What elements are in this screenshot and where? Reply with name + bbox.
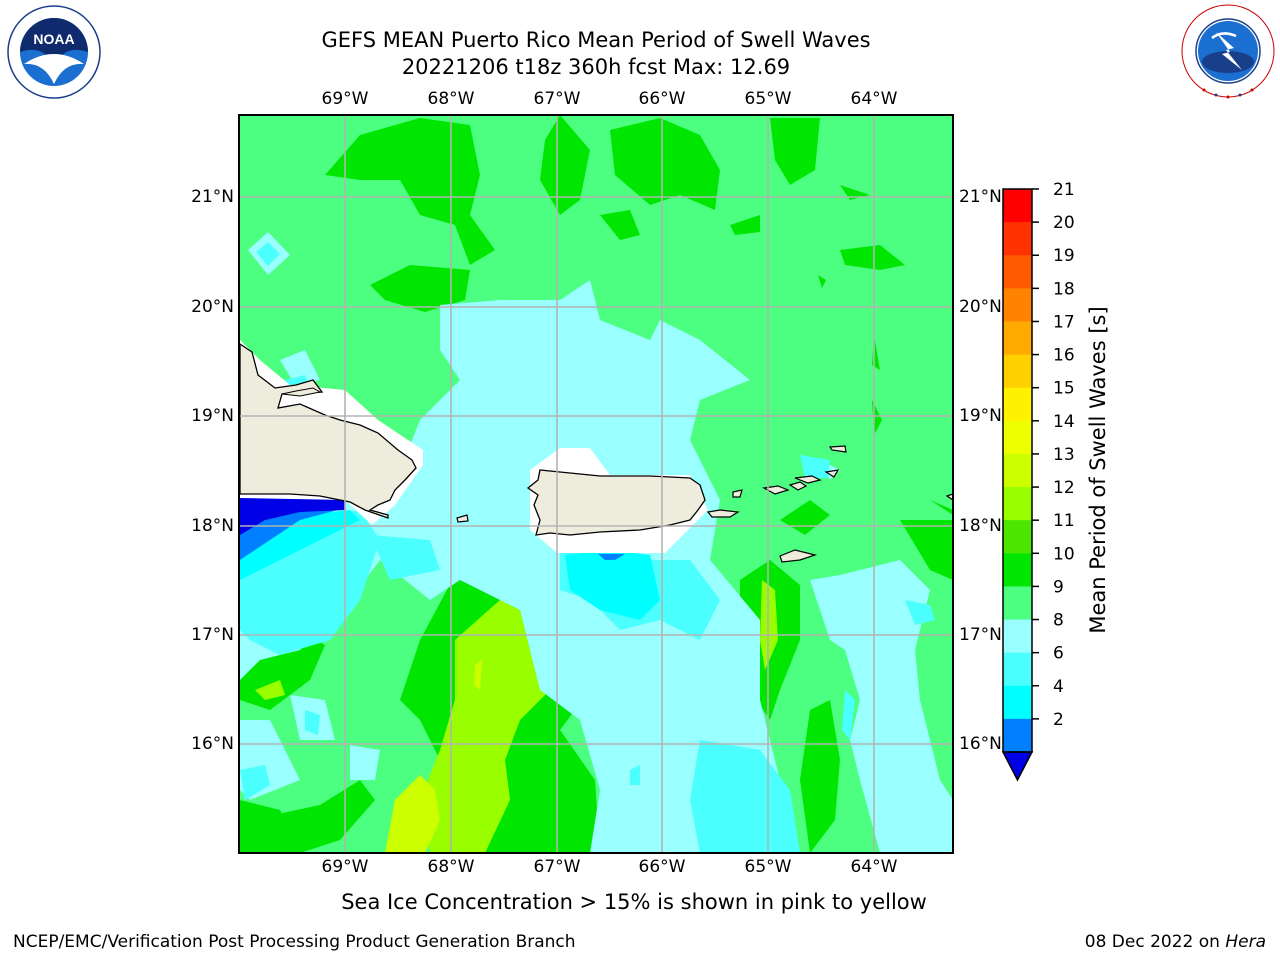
noaa-logo-text: NOAA: [33, 31, 74, 47]
lat-label-left-18n: 18°N: [191, 516, 234, 536]
lat-label-right-20n: 20°N: [959, 297, 1002, 317]
lon-label-top-66w: 66°W: [638, 89, 686, 109]
colorbar-label: Mean Period of Swell Waves [s]: [1086, 306, 1110, 634]
land-hispaniola: [239, 342, 417, 519]
lon-label-top-64w: 64°W: [850, 89, 898, 109]
lat-label-left-17n: 17°N: [191, 625, 234, 645]
title-line-2: 20221206 t18z 360h fcst Max: 12.69: [401, 55, 791, 79]
nws-logo: [1178, 2, 1278, 100]
lon-label-bottom-64w: 64°W: [850, 857, 898, 877]
land-samana: [281, 387, 322, 397]
lon-label-bottom-66w: 66°W: [638, 857, 686, 877]
lon-label-bottom-69w: 69°W: [321, 857, 369, 877]
lat-label-left-19n: 19°N: [191, 406, 234, 426]
noaa-logo: NOAA: [4, 4, 104, 100]
footer-branch: NCEP/EMC/Verification Post Processing Pr…: [13, 932, 576, 952]
lon-label-top-69w: 69°W: [321, 89, 369, 109]
lon-label-top-65w: 65°W: [744, 89, 792, 109]
map-frame: [238, 114, 954, 854]
lat-label-left-20n: 20°N: [191, 297, 234, 317]
footer-date: 08 Dec 2022 on Hera: [1085, 932, 1266, 952]
land-small-islands: [456, 445, 953, 563]
lat-label-left-16n: 16°N: [191, 734, 234, 754]
lon-label-bottom-65w: 65°W: [744, 857, 792, 877]
lat-label-right-18n: 18°N: [959, 516, 1002, 536]
lat-label-right-21n: 21°N: [959, 187, 1002, 207]
lon-label-bottom-68w: 68°W: [427, 857, 475, 877]
lat-label-right-19n: 19°N: [959, 406, 1002, 426]
land-puerto-rico: [526, 469, 706, 536]
title-line-1: GEFS MEAN Puerto Rico Mean Period of Swe…: [321, 28, 871, 52]
lon-label-bottom-67w: 67°W: [533, 857, 581, 877]
footer-date-text: 08 Dec 2022 on: [1084, 932, 1226, 952]
lon-label-top-67w: 67°W: [533, 89, 581, 109]
contour-11-12: [255, 580, 778, 853]
contour-under-2: [240, 498, 345, 535]
footer-host: Hera: [1225, 932, 1266, 952]
contour-8-9: [240, 232, 953, 853]
lat-label-left-21n: 21°N: [191, 187, 234, 207]
graticule: [239, 115, 953, 853]
lat-label-right-17n: 17°N: [959, 625, 1002, 645]
sea-ice-note: Sea Ice Concentration > 15% is shown in …: [341, 890, 927, 914]
lat-label-right-16n: 16°N: [959, 734, 1002, 754]
lon-label-top-68w: 68°W: [427, 89, 475, 109]
